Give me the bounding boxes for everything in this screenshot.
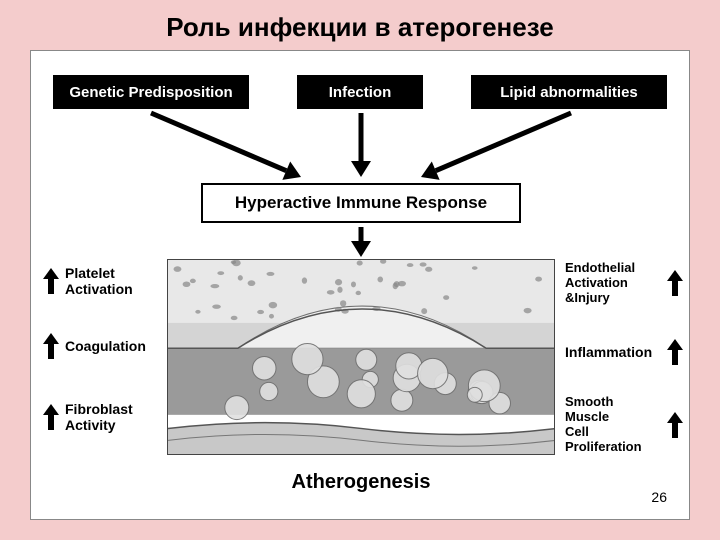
up-arrow-icon	[667, 412, 683, 438]
right-label-text-0: Endothelial Activation&Injury	[565, 261, 661, 306]
up-arrow-icon	[667, 339, 683, 365]
box-hyperactive-immune-response: Hyperactive Immune Response	[201, 183, 521, 223]
left-label-text-0: PlateletActivation	[65, 265, 133, 297]
left-label-text-2: FibroblastActivity	[65, 401, 133, 433]
right-label-0: Endothelial Activation&Injury	[565, 261, 683, 306]
right-label-1: Inflammation	[565, 339, 683, 365]
left-label-1: Coagulation	[43, 333, 146, 359]
up-arrow-icon	[43, 333, 59, 359]
up-arrow-icon	[43, 268, 59, 294]
up-arrow-icon	[43, 404, 59, 430]
atherogenesis-illustration	[167, 259, 555, 455]
left-label-0: PlateletActivation	[43, 265, 133, 297]
left-label-text-1: Coagulation	[65, 338, 146, 354]
label-atherogenesis-text: Atherogenesis	[292, 471, 431, 493]
right-label-2: Smooth MuscleCell Proliferation	[565, 395, 683, 455]
right-label-text-1: Inflammation	[565, 344, 661, 360]
left-label-2: FibroblastActivity	[43, 401, 133, 433]
page-number: 26	[651, 489, 667, 505]
right-label-text-2: Smooth MuscleCell Proliferation	[565, 395, 661, 455]
label-atherogenesis: Atherogenesis	[271, 471, 451, 494]
diagram-panel: Genetic Predisposition Infection Lipid a…	[30, 50, 690, 520]
box-mid-label: Hyperactive Immune Response	[235, 193, 487, 213]
up-arrow-icon	[667, 270, 683, 296]
slide-title: Роль инфекции в атерогенезе	[0, 0, 720, 43]
